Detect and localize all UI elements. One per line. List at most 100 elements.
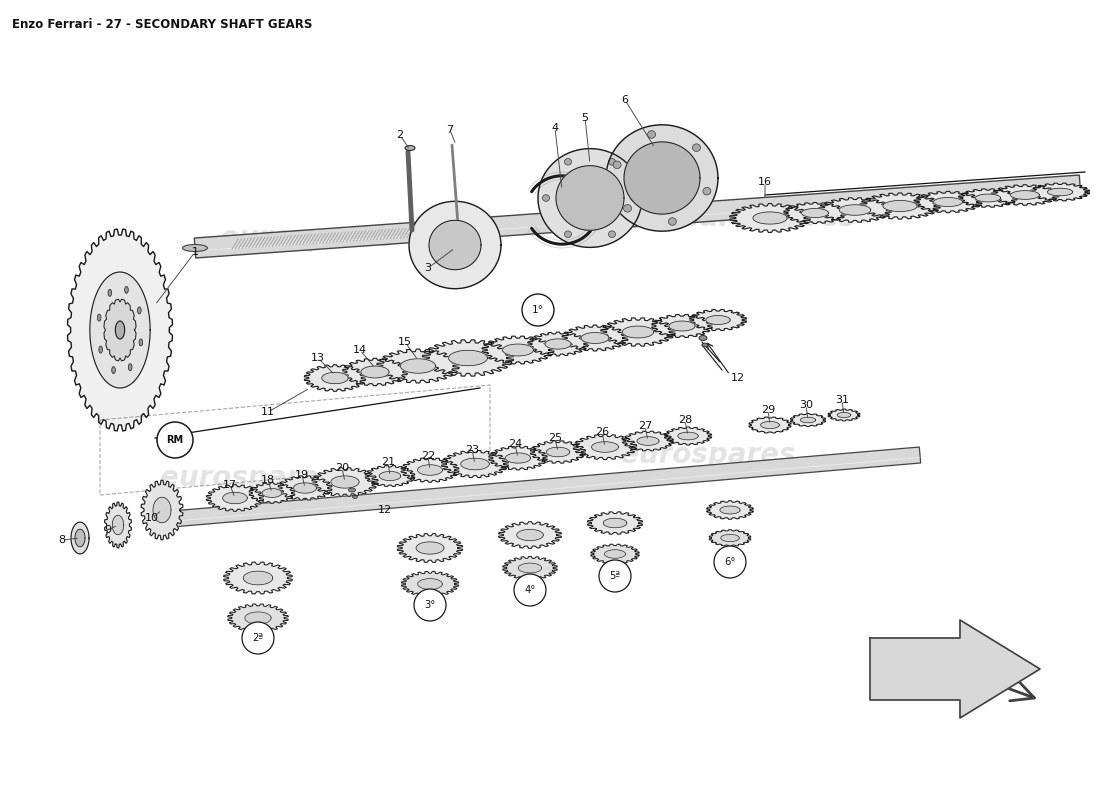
Text: 1°: 1°: [532, 305, 543, 315]
Text: 30: 30: [799, 400, 813, 410]
Polygon shape: [664, 427, 712, 445]
Polygon shape: [720, 534, 739, 542]
Text: 8: 8: [58, 535, 66, 545]
Polygon shape: [112, 515, 123, 534]
Polygon shape: [624, 142, 700, 214]
Ellipse shape: [613, 161, 621, 169]
Polygon shape: [719, 506, 740, 514]
Text: 12: 12: [378, 505, 392, 515]
Ellipse shape: [97, 314, 101, 321]
Text: 9: 9: [104, 525, 111, 535]
Circle shape: [414, 589, 446, 621]
Ellipse shape: [630, 194, 638, 202]
Polygon shape: [544, 339, 571, 349]
Ellipse shape: [112, 366, 115, 374]
Text: 31: 31: [835, 395, 849, 405]
Ellipse shape: [608, 158, 616, 165]
Polygon shape: [90, 272, 151, 388]
Ellipse shape: [124, 286, 129, 294]
Ellipse shape: [624, 205, 631, 212]
Polygon shape: [402, 458, 459, 482]
Polygon shape: [488, 446, 548, 470]
Polygon shape: [976, 194, 1001, 202]
Polygon shape: [1047, 188, 1072, 196]
Polygon shape: [729, 204, 811, 232]
Polygon shape: [859, 193, 940, 219]
Text: 5: 5: [582, 113, 588, 123]
Text: Enzo Ferrari - 27 - SECONDARY SHAFT GEARS: Enzo Ferrari - 27 - SECONDARY SHAFT GEAR…: [12, 18, 312, 31]
Text: 5ª: 5ª: [609, 571, 620, 581]
Polygon shape: [361, 366, 389, 378]
Text: 10: 10: [145, 513, 160, 523]
Polygon shape: [422, 340, 514, 376]
Polygon shape: [801, 418, 815, 422]
Polygon shape: [601, 318, 675, 346]
Ellipse shape: [352, 495, 358, 498]
Polygon shape: [651, 314, 713, 338]
Text: 2: 2: [396, 130, 404, 140]
Polygon shape: [605, 550, 626, 558]
Polygon shape: [591, 544, 639, 564]
Text: 4: 4: [551, 123, 559, 133]
Polygon shape: [322, 372, 349, 384]
Polygon shape: [573, 434, 637, 459]
Polygon shape: [603, 518, 627, 528]
Ellipse shape: [349, 488, 355, 492]
Text: 6: 6: [621, 95, 628, 105]
Polygon shape: [222, 492, 248, 504]
Polygon shape: [556, 166, 624, 230]
Polygon shape: [562, 325, 628, 351]
Polygon shape: [278, 476, 332, 500]
Circle shape: [714, 546, 746, 578]
Text: 12: 12: [730, 373, 745, 383]
Polygon shape: [669, 321, 695, 331]
Text: 2ª: 2ª: [253, 633, 264, 643]
Text: 28: 28: [678, 415, 692, 425]
Polygon shape: [441, 450, 508, 478]
Polygon shape: [530, 441, 585, 463]
Polygon shape: [141, 480, 183, 540]
Polygon shape: [818, 198, 892, 222]
Ellipse shape: [669, 218, 676, 226]
Polygon shape: [528, 332, 588, 356]
Polygon shape: [207, 485, 264, 511]
Ellipse shape: [693, 144, 701, 151]
Polygon shape: [400, 359, 436, 373]
Text: 26: 26: [595, 427, 609, 437]
Text: 24: 24: [508, 439, 522, 449]
Text: 25: 25: [548, 433, 562, 443]
Polygon shape: [914, 191, 982, 213]
Ellipse shape: [564, 231, 572, 238]
Polygon shape: [623, 431, 673, 451]
Text: eurospares: eurospares: [220, 224, 396, 252]
Polygon shape: [678, 432, 698, 440]
Polygon shape: [1011, 190, 1040, 199]
Polygon shape: [243, 571, 273, 585]
Text: 3: 3: [425, 263, 431, 273]
Text: 21: 21: [381, 457, 395, 467]
Polygon shape: [790, 414, 826, 426]
Polygon shape: [409, 202, 500, 289]
Circle shape: [600, 560, 631, 592]
Polygon shape: [429, 220, 481, 270]
Text: 23: 23: [465, 445, 480, 455]
Ellipse shape: [116, 321, 124, 339]
Text: 6°: 6°: [724, 557, 736, 567]
Ellipse shape: [139, 339, 143, 346]
Polygon shape: [839, 205, 871, 215]
Polygon shape: [294, 483, 317, 493]
Polygon shape: [104, 299, 136, 361]
Polygon shape: [503, 344, 534, 356]
Circle shape: [157, 422, 192, 458]
Polygon shape: [606, 125, 718, 231]
Text: 17: 17: [223, 480, 238, 490]
Ellipse shape: [698, 335, 707, 341]
Circle shape: [242, 622, 274, 654]
Polygon shape: [245, 612, 271, 624]
Polygon shape: [402, 571, 459, 597]
Polygon shape: [958, 189, 1018, 207]
Polygon shape: [160, 447, 921, 528]
Ellipse shape: [405, 146, 415, 150]
Polygon shape: [547, 447, 570, 457]
Polygon shape: [991, 185, 1059, 206]
